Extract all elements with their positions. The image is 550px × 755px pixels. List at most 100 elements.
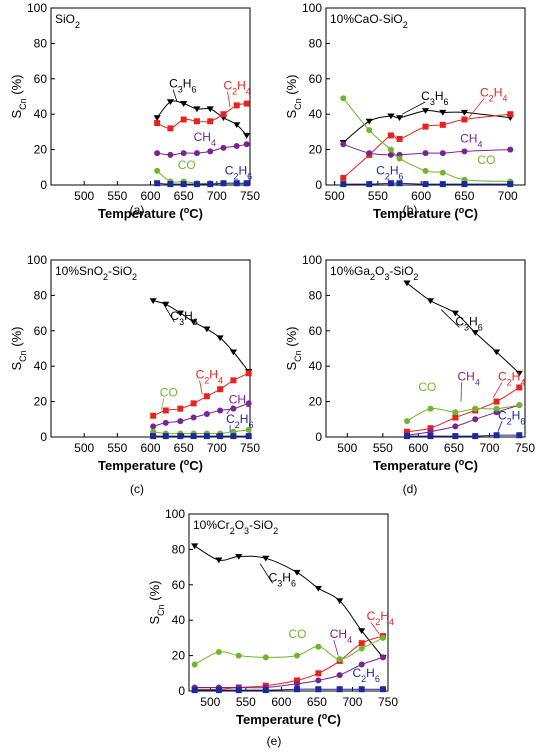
data-point-co <box>516 402 523 409</box>
data-point-ch4 <box>217 407 224 414</box>
series-label-c2h4: C2H4 <box>498 369 525 387</box>
label-leader <box>226 405 234 415</box>
data-point-c2h4 <box>177 405 184 412</box>
data-point-c2h6 <box>340 181 347 188</box>
x-axis-label: Temperature (oC) <box>236 711 341 727</box>
data-point-c3h6 <box>460 109 469 116</box>
data-point-ch4 <box>340 141 347 148</box>
plot-frame <box>325 259 526 438</box>
data-point-c3h6 <box>471 330 479 336</box>
data-point-c3h6 <box>336 598 344 604</box>
series-label-ch4: CH4 <box>194 130 216 148</box>
data-point-co <box>404 418 411 425</box>
data-point-co <box>315 643 322 650</box>
data-point-c2h4 <box>193 118 200 125</box>
y-tick-label: 100 <box>302 1 322 15</box>
chart-panel: 0 20 40 60 80 100 500 550 600 650 700 750 SCn (%) Tem… <box>284 253 535 496</box>
series-label-c2h6: C2H6 <box>498 408 525 426</box>
data-point-ch4 <box>180 150 187 157</box>
series-label-c3h6: C3H6 <box>170 309 197 327</box>
series-label-c2h4: C2H4 <box>480 86 507 104</box>
data-point-ch4 <box>507 146 514 153</box>
data-point-c2h6 <box>177 433 184 440</box>
panel-label: (a) <box>130 203 145 217</box>
y-tick-label: 100 <box>302 253 322 267</box>
x-tick-label: 550 <box>373 441 393 455</box>
data-point-c3h6 <box>235 553 243 560</box>
label-leader <box>227 91 231 108</box>
data-point-ch4 <box>230 405 237 412</box>
data-point-ch4 <box>380 654 387 661</box>
y-tick-label: 60 <box>309 324 323 338</box>
data-point-c2h4 <box>358 640 365 647</box>
data-point-c2h4 <box>452 414 459 421</box>
chart-panel: 0 20 40 60 80 100 500 550 600 650 700 SCn (%) Temper… <box>284 1 526 221</box>
panel-label: (d) <box>403 482 418 496</box>
series-line-c2h4 <box>156 103 247 129</box>
y-axis-label: SCn (%) <box>9 326 28 370</box>
data-point-ch4 <box>167 151 174 158</box>
data-point-ch4 <box>243 141 250 148</box>
plot-frame <box>50 7 251 186</box>
data-point-ch4 <box>245 400 252 407</box>
data-point-c3h6 <box>229 349 238 356</box>
x-tick-label: 750 <box>378 695 398 709</box>
chart-panel: 0 20 40 60 80 100 500 550 600 650 700 750 SCn (%) Tem… <box>147 507 398 748</box>
data-point-co <box>452 409 459 416</box>
data-point-c3h6 <box>193 106 201 113</box>
series-label-c2h4: C2H4 <box>223 78 250 96</box>
data-point-c3h6 <box>190 319 198 326</box>
x-axis-label: Temperature (oC) <box>98 205 203 221</box>
x-tick-label: 700 <box>207 189 227 203</box>
chart-panel: 0 20 40 60 80 100 500 550 600 650 700 750 SCn (%) Tem… <box>9 253 260 496</box>
y-axis-label: SCn (%) <box>9 74 28 118</box>
x-axis-label: Temperature (oC) <box>373 457 478 473</box>
data-point-c3h6 <box>403 280 411 287</box>
data-point-c2h6 <box>215 687 222 694</box>
chart-panel: 0 20 40 60 80 100 500 550 600 650 700 750 SCn (%) Tem… <box>9 1 260 221</box>
x-tick-label: 650 <box>174 189 194 203</box>
y-tick-label: 80 <box>172 542 186 556</box>
data-point-co <box>439 169 446 176</box>
y-tick-label: 80 <box>34 36 48 50</box>
data-point-c2h4 <box>340 174 347 181</box>
series-label-c3h6: C3H6 <box>421 89 448 107</box>
data-point-c2h4 <box>220 111 227 118</box>
data-point-c2h4 <box>207 118 214 125</box>
y-tick-label: 80 <box>309 36 323 50</box>
data-point-c2h4 <box>294 677 301 684</box>
data-point-c2h6 <box>380 686 387 693</box>
x-axis-label: Temperature (oC) <box>98 457 203 473</box>
data-point-c2h4 <box>422 123 429 130</box>
data-point-co <box>422 167 429 174</box>
series-label-ch4: CH4 <box>330 627 352 645</box>
data-point-c2h4 <box>396 135 403 142</box>
series-line-c2h6 <box>407 434 520 437</box>
x-axis-label: Temperature (oC) <box>373 205 478 221</box>
data-point-c3h6 <box>262 555 270 562</box>
x-tick-label: 500 <box>337 441 357 455</box>
data-point-co <box>472 405 479 412</box>
y-tick-label: 0 <box>40 430 47 444</box>
data-point-co <box>366 127 373 134</box>
series-label-c3h6: C3H6 <box>455 314 482 332</box>
panel-title: 10%SnO2-SiO2 <box>55 264 137 282</box>
panel-title: 10%Ga2O3-SiO2 <box>330 264 418 282</box>
label-leader <box>333 639 339 656</box>
y-axis-label: SCn (%) <box>284 326 303 370</box>
series-line-co <box>194 637 384 665</box>
x-tick-label: 550 <box>368 189 388 203</box>
x-tick-label: 600 <box>140 189 160 203</box>
data-point-c2h4 <box>516 384 523 391</box>
data-point-ch4 <box>387 151 394 158</box>
data-point-c2h6 <box>235 687 242 694</box>
y-tick-label: 0 <box>178 684 185 698</box>
data-point-c3h6 <box>426 298 435 304</box>
data-point-c2h4 <box>507 111 514 118</box>
y-tick-label: 20 <box>309 143 323 157</box>
data-point-c3h6 <box>149 298 157 304</box>
x-tick-label: 500 <box>200 695 220 709</box>
data-point-c2h6 <box>461 181 468 188</box>
y-tick-label: 80 <box>34 288 48 302</box>
data-point-co <box>358 645 365 652</box>
